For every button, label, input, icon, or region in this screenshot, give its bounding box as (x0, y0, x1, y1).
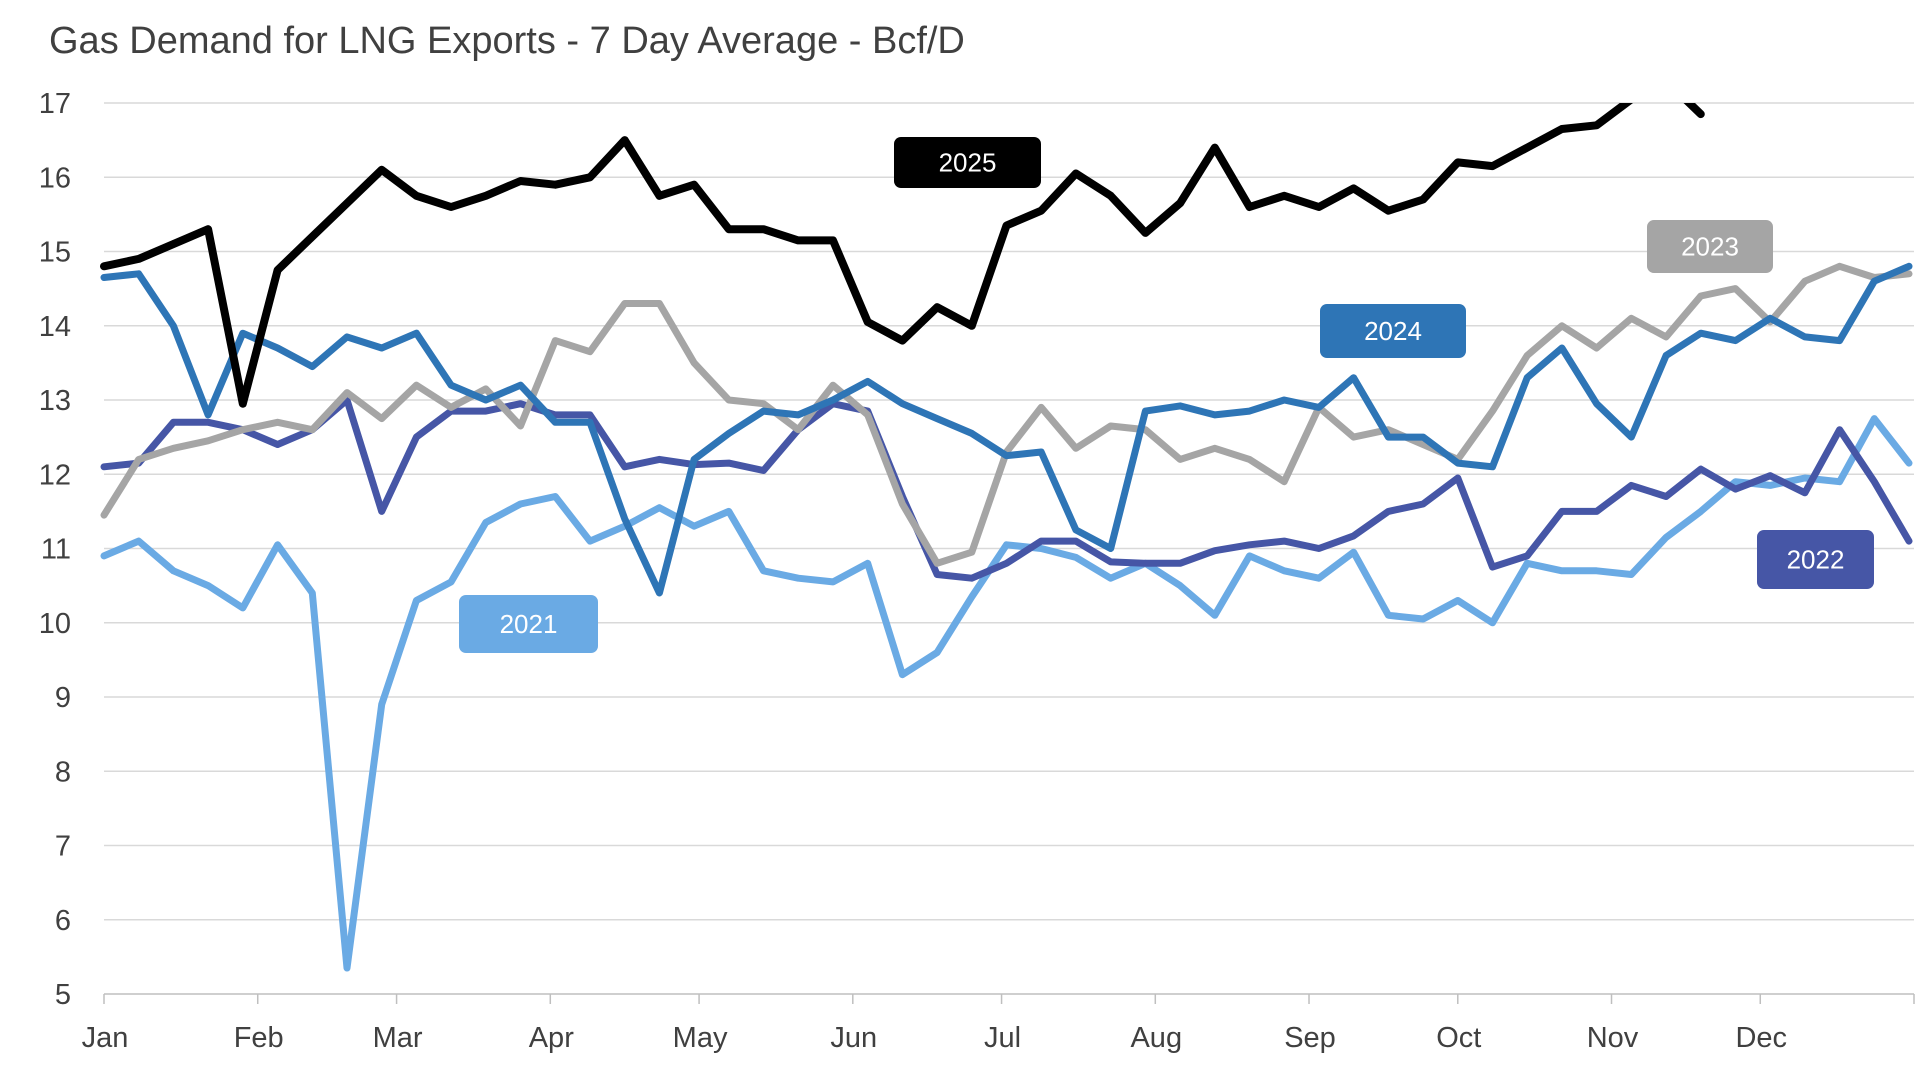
series-line-2025 (100, 103, 1705, 408)
series-label-2023: 2023 (1647, 220, 1773, 273)
x-tick-label: Dec (1735, 1022, 1787, 1054)
y-tick-label: 11 (41, 534, 71, 566)
y-tick-label: 16 (39, 162, 71, 194)
series-label-text: 2022 (1787, 545, 1845, 575)
y-tick-label: 5 (55, 979, 71, 1011)
series-label-box (1647, 220, 1773, 273)
x-tick-label: Jul (984, 1022, 1021, 1054)
series-label-text: 2023 (1681, 232, 1739, 262)
series-label-text: 2021 (500, 609, 558, 639)
y-axis: 5 6 7 8 9 10 11 12 13 14 15 16 17 (39, 88, 71, 1011)
series-label-2021: 2021 (459, 595, 598, 653)
series-label-text: 2025 (939, 148, 997, 178)
chart-title: Gas Demand for LNG Exports - 7 Day Avera… (49, 20, 965, 62)
x-tick-label: Sep (1284, 1022, 1336, 1054)
series-line-2021 (100, 415, 1913, 972)
series-label-box (459, 595, 598, 653)
x-tick-label: Nov (1587, 1022, 1639, 1054)
x-tick-label: Oct (1436, 1022, 1481, 1054)
series-lines (100, 103, 1913, 972)
y-tick-label: 13 (39, 385, 71, 417)
series-label-text: 2024 (1364, 316, 1422, 346)
y-tick-label: 7 (55, 831, 71, 863)
y-tick-label: 9 (55, 682, 71, 714)
x-tick-label: Aug (1130, 1022, 1182, 1054)
series-labels: 2021 2022 2023 2024 2025 (459, 137, 1874, 653)
y-tick-label: 8 (55, 756, 71, 788)
x-tick-label: Jun (830, 1022, 877, 1054)
y-tick-label: 15 (39, 237, 71, 269)
series-label-box (1320, 304, 1466, 358)
x-tick-label: May (673, 1022, 728, 1054)
x-tick-label: Feb (234, 1022, 284, 1054)
y-tick-label: 12 (39, 459, 71, 491)
x-tick-label: Apr (529, 1022, 574, 1054)
series-label-box (894, 137, 1041, 188)
y-tick-label: 17 (39, 88, 71, 120)
y-tick-label: 6 (55, 905, 71, 937)
x-tick-label: Jan (82, 1022, 129, 1054)
series-label-box (1757, 530, 1874, 589)
y-tick-label: 10 (39, 608, 71, 640)
series-line-2024 (100, 262, 1913, 597)
series-label-2022: 2022 (1757, 530, 1874, 589)
y-tick-label: 14 (39, 311, 71, 343)
series-label-2025: 2025 (894, 137, 1041, 188)
series-line-2022 (100, 396, 1913, 582)
series-label-2024: 2024 (1320, 304, 1466, 358)
x-tick-label: Mar (373, 1022, 423, 1054)
x-axis: Jan Feb Mar Apr May Jun Jul Aug Sep Oct Nov Dec (82, 993, 1915, 1054)
